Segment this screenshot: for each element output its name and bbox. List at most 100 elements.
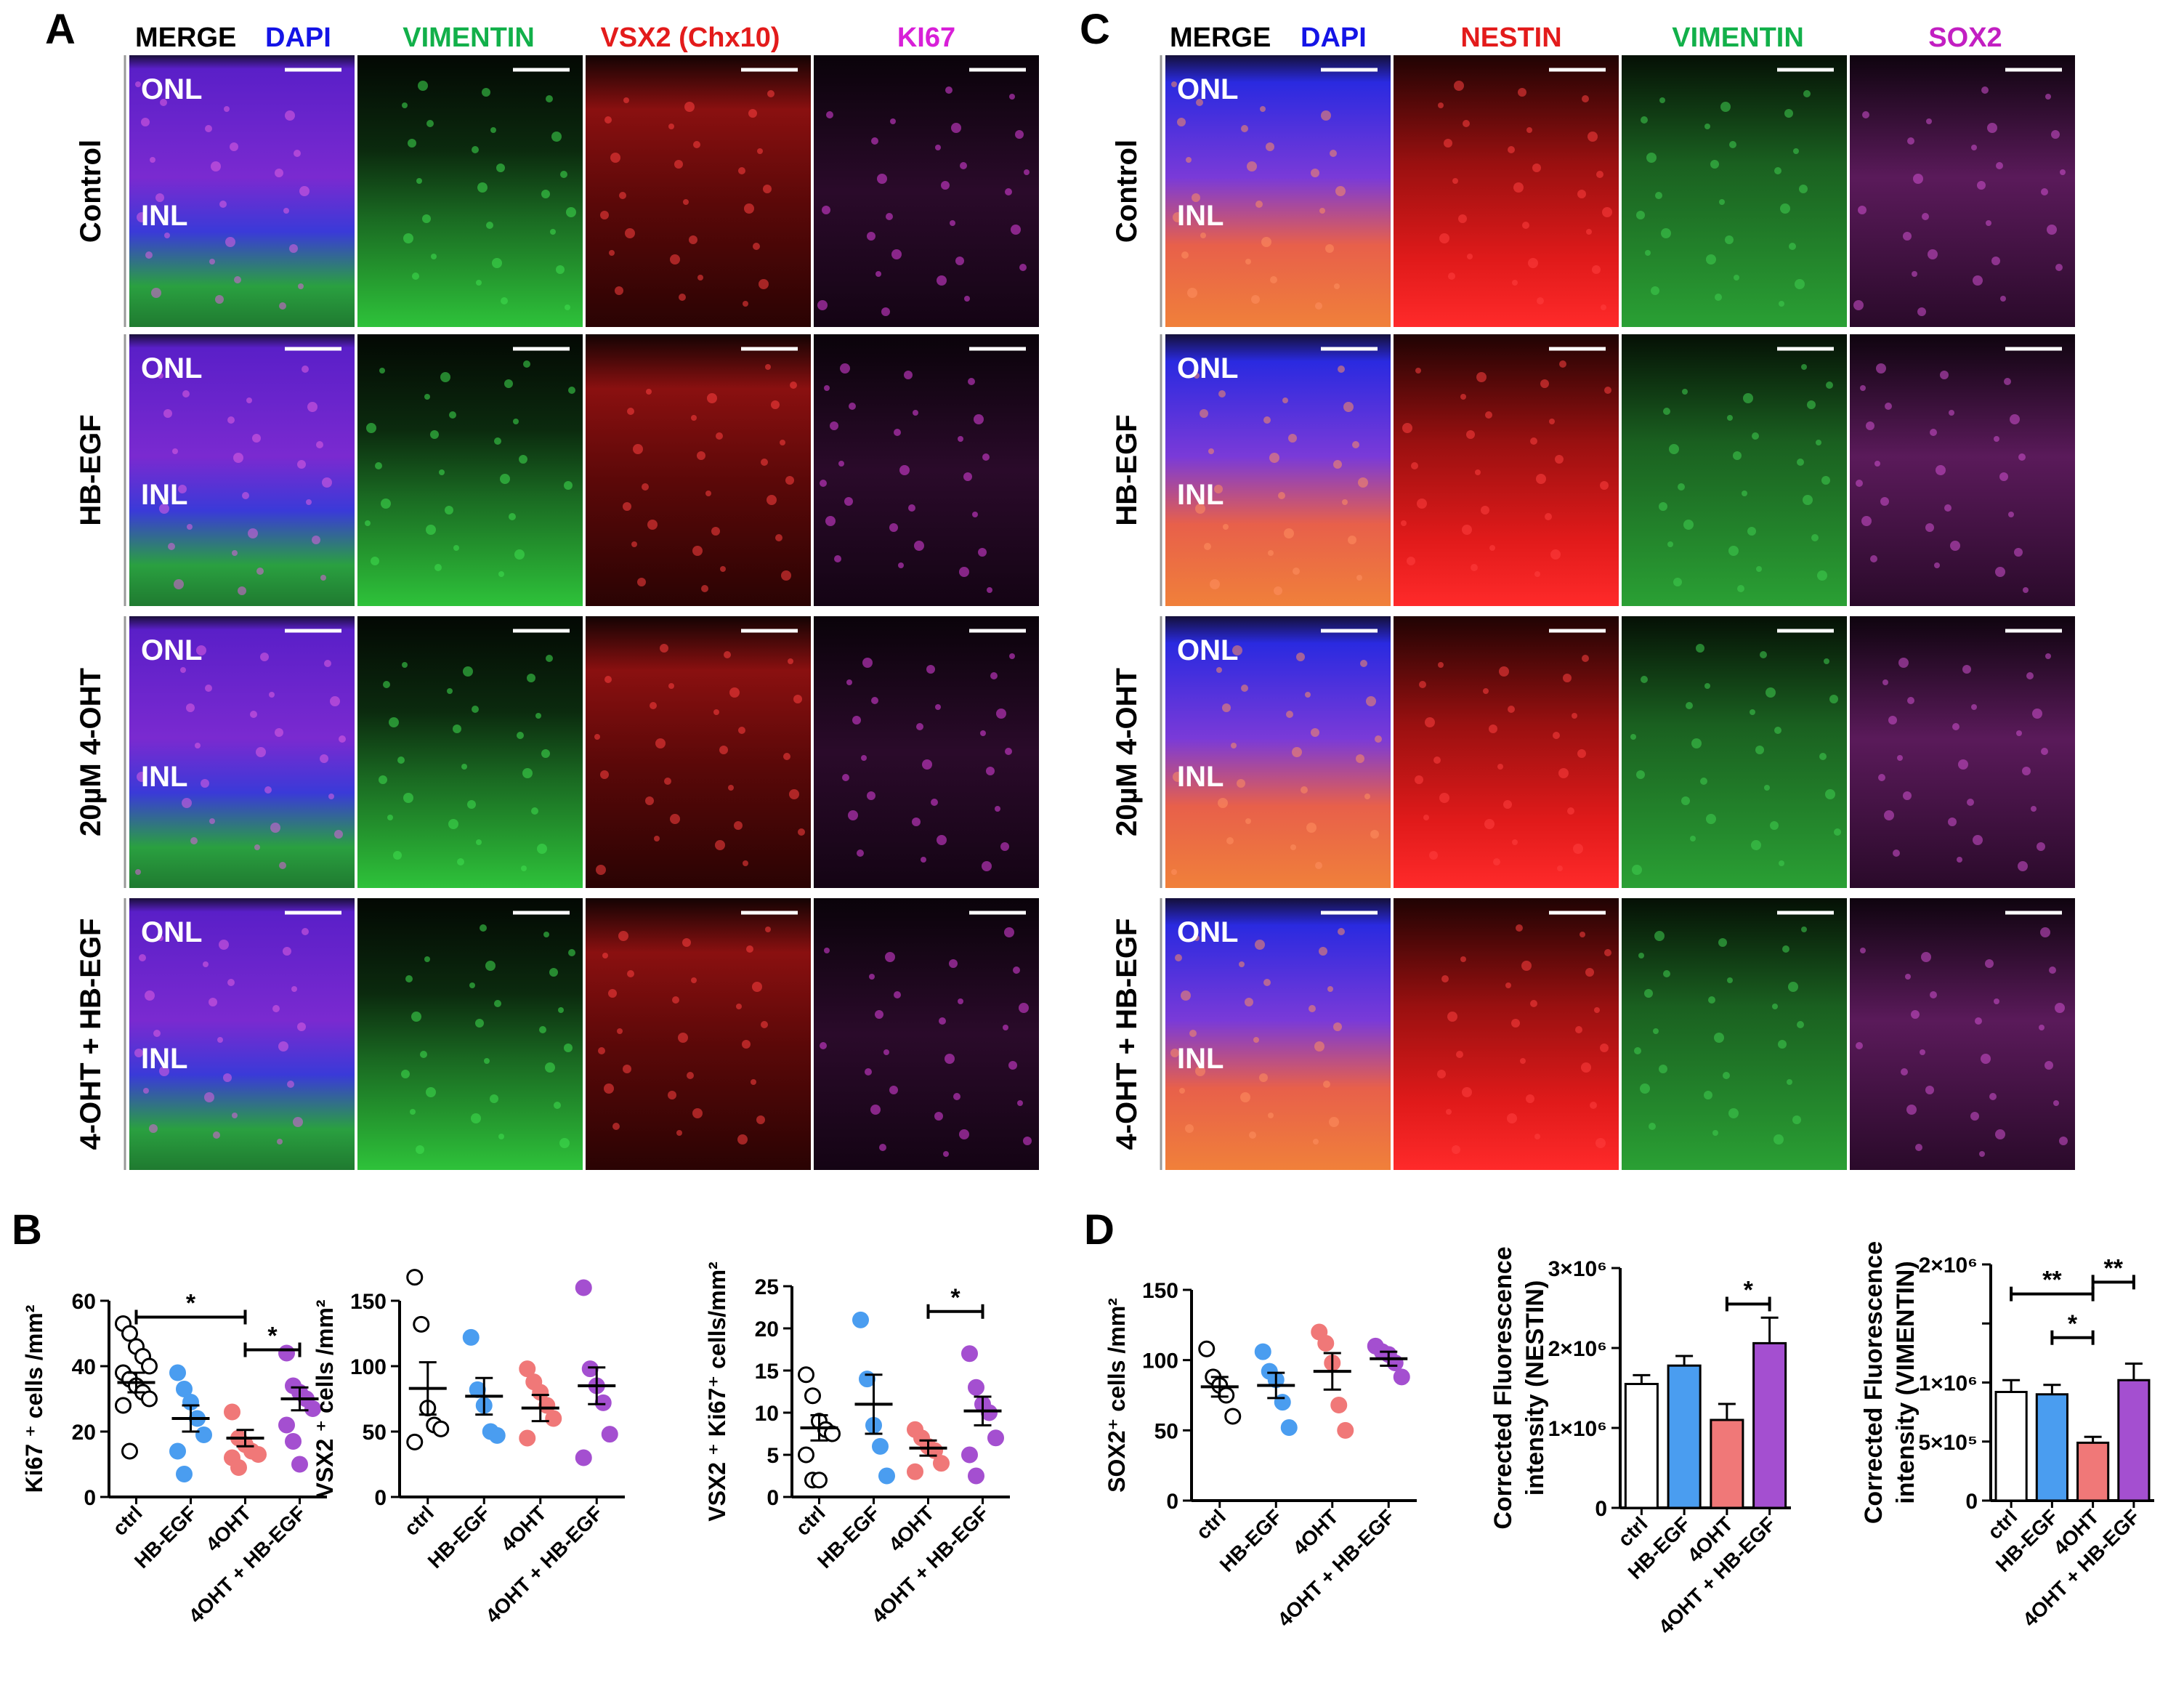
x-tick-label: HB-EGF <box>424 1501 495 1573</box>
cell-speck <box>1925 523 1934 532</box>
cell-speck <box>964 296 970 302</box>
cell-speck <box>2045 94 2051 100</box>
cell-speck <box>227 416 235 424</box>
y-axis-label: Corrected Fluorescence <box>1860 1241 1888 1524</box>
cell-speck <box>817 300 828 310</box>
micrograph-r1-c3 <box>814 334 1039 606</box>
cell-speck <box>1171 81 1177 87</box>
cell-speck <box>1870 555 1877 562</box>
cell-speck <box>1218 798 1228 808</box>
label-inl: INL <box>1177 479 1224 511</box>
data-point <box>176 1466 193 1482</box>
cell-speck <box>1356 754 1364 763</box>
cell-speck <box>1779 301 1784 307</box>
cell-speck <box>2016 730 2022 736</box>
data-point <box>798 1446 814 1464</box>
cell-speck <box>1595 1138 1606 1148</box>
cell-speck <box>761 1021 768 1028</box>
micrograph-r0-c2 <box>1622 55 1847 327</box>
cell-speck <box>1255 940 1265 950</box>
label-onl: ONL <box>141 634 202 666</box>
cell-speck <box>187 524 193 530</box>
cell-speck <box>935 145 941 150</box>
cell-speck <box>1824 658 1829 664</box>
cell-speck <box>1522 222 1529 229</box>
cell-speck <box>751 1079 756 1085</box>
cell-speck <box>1930 429 1937 436</box>
cell-speck <box>1729 141 1736 148</box>
cell-speck <box>627 408 634 415</box>
cell-speck <box>422 214 431 223</box>
cell-speck <box>1305 692 1311 698</box>
x-tick-label: HB-EGF <box>1216 1505 1287 1576</box>
cell-speck <box>565 304 570 310</box>
cell-speck <box>498 1134 504 1139</box>
cell-speck <box>724 651 731 658</box>
cell-speck <box>1171 869 1177 875</box>
cell-speck <box>1600 481 1609 490</box>
cell-speck <box>1218 390 1226 397</box>
cell-speck <box>1375 735 1382 743</box>
data-point <box>961 1446 978 1464</box>
cell-speck <box>1024 169 1030 175</box>
y-tick-label: 2×10⁶ <box>1548 1337 1607 1361</box>
cell-speck <box>2055 1003 2065 1013</box>
cell-speck <box>1825 789 1835 799</box>
cell-speck <box>1596 171 1603 178</box>
cell-speck <box>279 302 286 310</box>
cell-speck <box>1638 953 1644 958</box>
cell-speck <box>403 233 413 243</box>
panel-letter-c: C <box>1080 6 1110 53</box>
cell-speck <box>1774 727 1781 734</box>
micrograph-r1-c0 <box>129 334 355 606</box>
cell-speck <box>1335 186 1346 196</box>
cell-speck <box>320 575 326 581</box>
cell-speck <box>912 818 921 826</box>
cell-speck <box>1641 676 1648 683</box>
data-point <box>961 1345 978 1363</box>
y-tick-label: 20 <box>755 1317 779 1341</box>
cell-speck <box>498 571 504 577</box>
cell-speck <box>972 512 978 517</box>
cell-speck <box>1645 250 1651 256</box>
cell-speck <box>1948 818 1957 826</box>
cell-speck <box>861 755 867 761</box>
panel-letter-a: A <box>45 6 76 53</box>
cell-speck <box>1944 504 1952 512</box>
cell-speck <box>1245 818 1251 824</box>
row-label-2: 20µM 4-OHT <box>75 668 107 836</box>
cell-speck <box>1239 961 1245 967</box>
bar <box>1994 1391 2028 1502</box>
label-onl: ONL <box>141 73 202 105</box>
label-inl: INL <box>141 761 187 793</box>
cell-speck <box>1330 150 1337 157</box>
cell-speck <box>963 472 972 481</box>
cell-speck <box>937 835 947 845</box>
cell-speck <box>650 702 657 709</box>
cell-speck <box>2049 966 2056 974</box>
cell-speck <box>602 953 608 958</box>
cell-speck <box>234 276 241 283</box>
cell-speck <box>1313 1139 1319 1145</box>
cell-speck <box>1797 1021 1804 1028</box>
cell-speck <box>1704 683 1710 689</box>
micrograph-r2-c3 <box>814 616 1039 888</box>
cell-speck <box>1023 1137 1032 1145</box>
micrograph-r3-c3 <box>814 898 1039 1170</box>
cell-speck <box>953 1093 960 1100</box>
cell-speck <box>625 228 635 238</box>
cell-speck <box>1925 1086 1934 1094</box>
data-point <box>224 1403 240 1421</box>
cell-speck <box>1411 462 1418 469</box>
cell-speck <box>2018 453 2026 461</box>
cell-speck <box>767 495 777 505</box>
cell-speck <box>1549 419 1555 424</box>
cell-speck <box>1512 280 1518 286</box>
cell-speck <box>1573 844 1583 854</box>
cell-speck <box>412 273 419 280</box>
cell-speck <box>838 461 844 467</box>
cell-speck <box>824 385 830 391</box>
cell-speck <box>1195 1066 1205 1076</box>
header-merge-a: MERGE <box>135 23 236 53</box>
cell-speck <box>1994 998 1999 1004</box>
